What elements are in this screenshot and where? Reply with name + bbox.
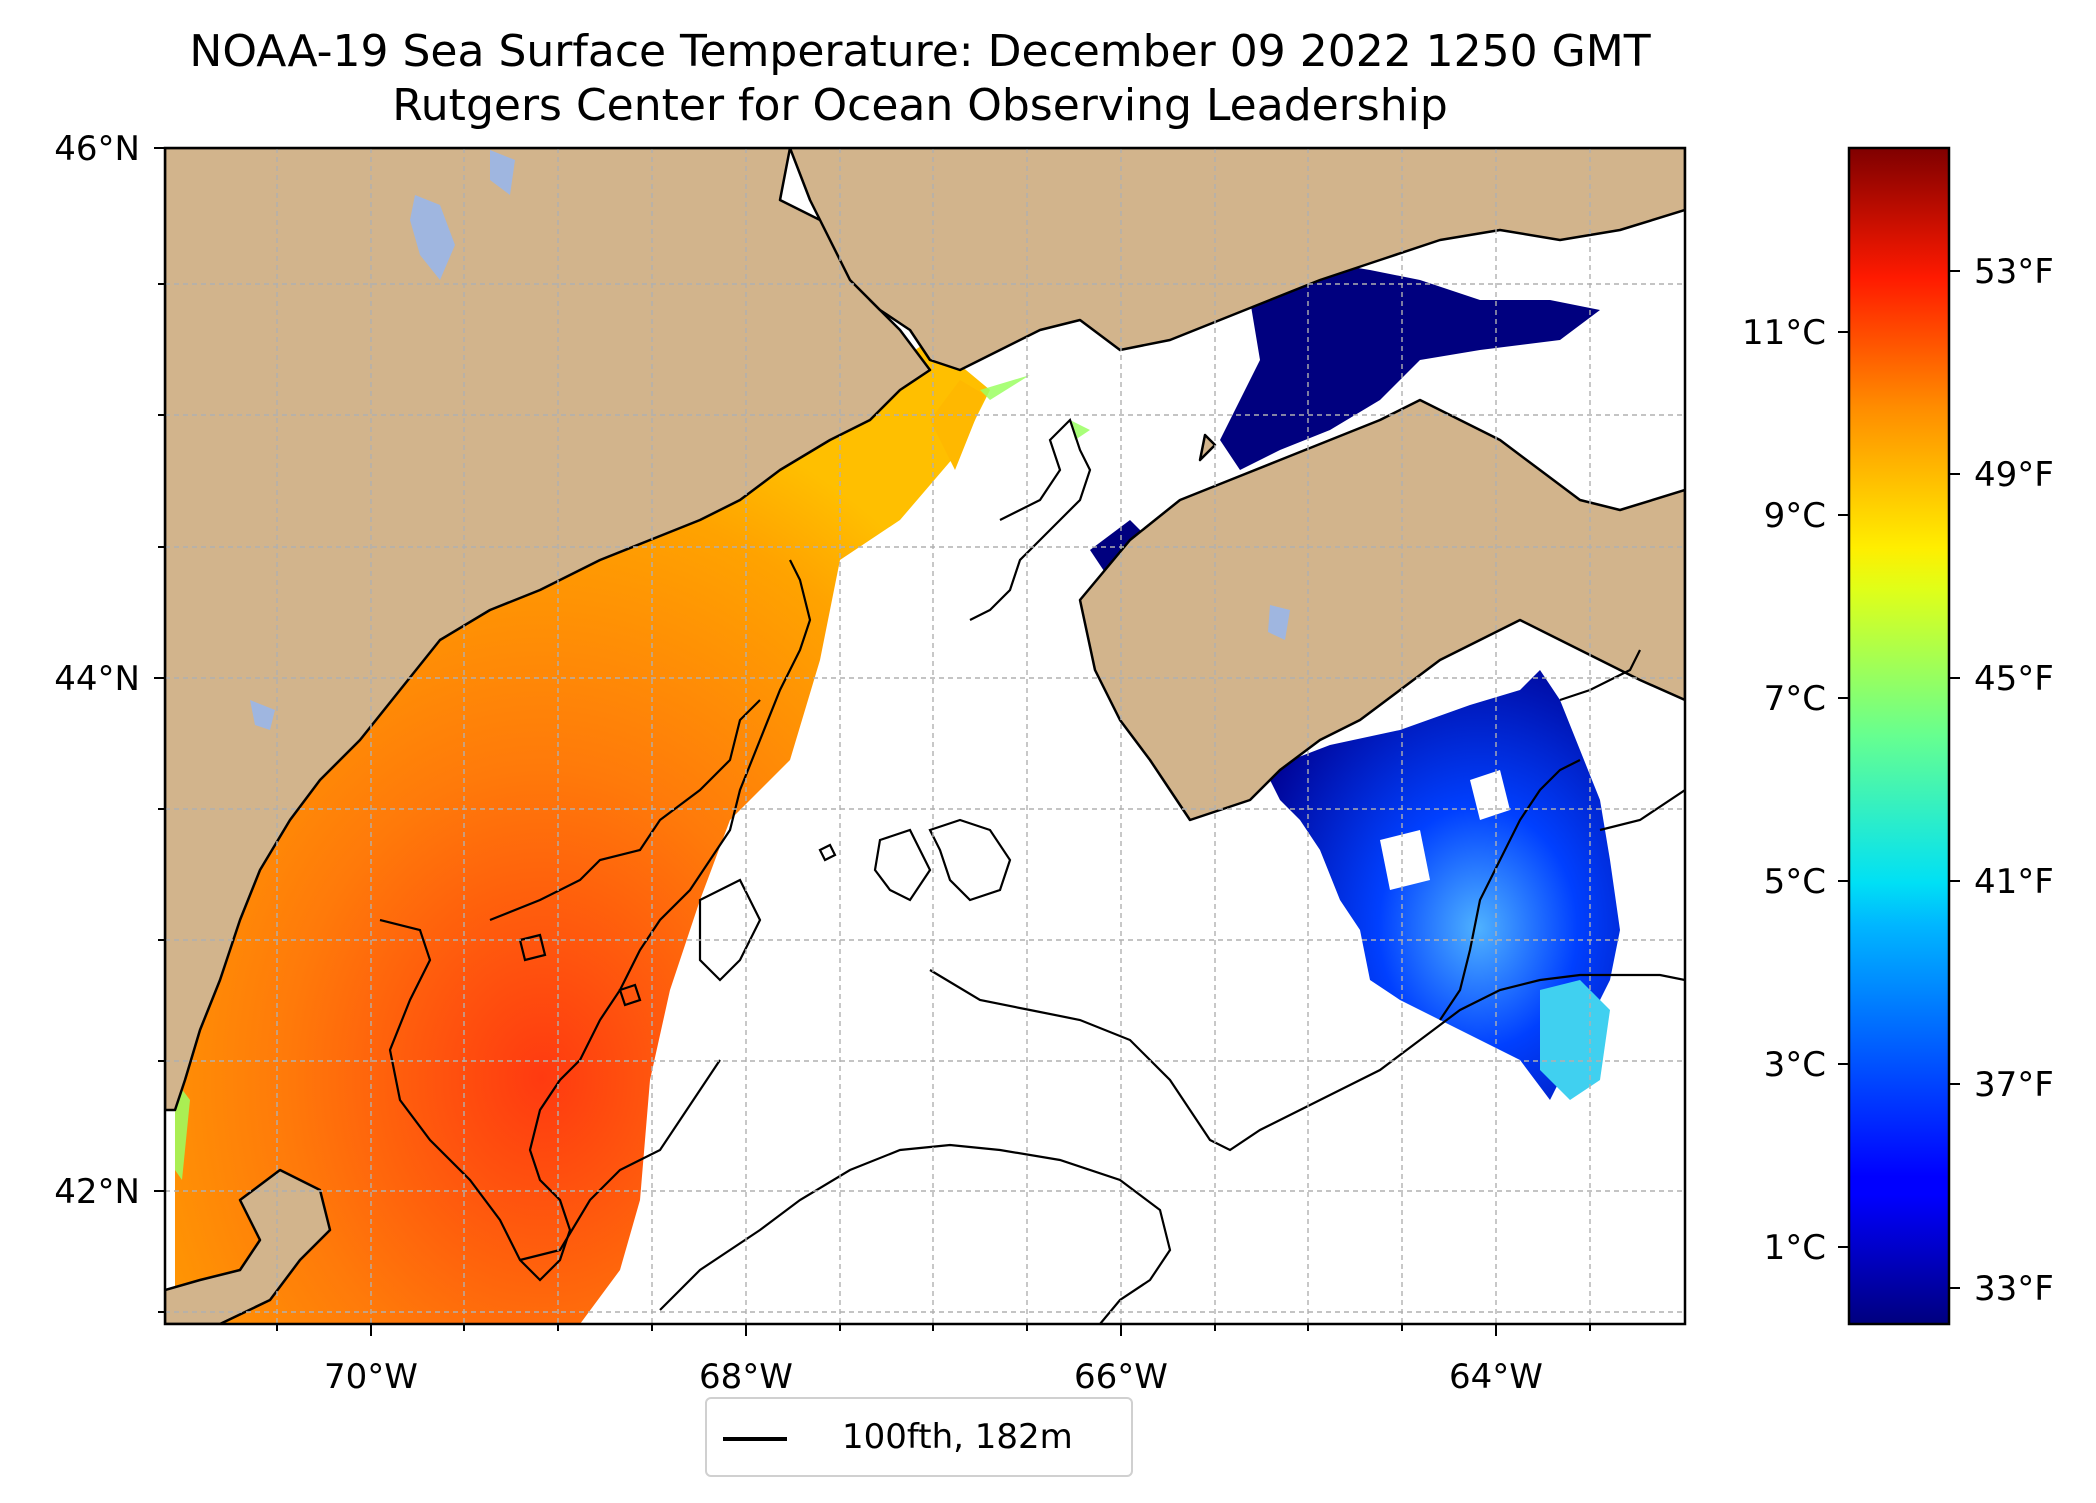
lat-label-46n: 46°N	[54, 129, 140, 169]
lat-label-42n: 42°N	[54, 1172, 140, 1212]
lakes	[250, 150, 1290, 730]
colorbar	[1847, 146, 1951, 1326]
gridlines	[165, 148, 1685, 1324]
lon-label-68w: 68°W	[699, 1357, 793, 1397]
lon-label-64w: 64°W	[1449, 1357, 1543, 1397]
lon-label-70w: 70°W	[324, 1357, 418, 1397]
colorbar-label-33f: 33°F	[1974, 1269, 2054, 1309]
bathymetry-contours	[379, 417, 1685, 1324]
colorbar-label-1c: 1°C	[1764, 1228, 1826, 1268]
colorbar-label-37f: 37°F	[1974, 1065, 2054, 1105]
colorbar-label-53f: 53°F	[1974, 252, 2054, 292]
sst-cold-field	[1265, 670, 1620, 1100]
map-frame	[163, 146, 1687, 1326]
colorbar-label-9c: 9°C	[1764, 496, 1826, 536]
chart-title: NOAA-19 Sea Surface Temperature: Decembe…	[189, 26, 1651, 77]
axis-ticks	[154, 147, 1591, 1336]
colorbar-label-49f: 49°F	[1974, 455, 2054, 495]
chart-subtitle: Rutgers Center for Ocean Observing Leade…	[392, 80, 1448, 131]
colorbar-label-3c: 3°C	[1764, 1045, 1826, 1085]
colorbar-label-41f: 41°F	[1974, 862, 2054, 902]
colorbar-label-7c: 7°C	[1764, 679, 1826, 719]
lat-label-44n: 44°N	[54, 659, 140, 699]
legend-label: 100fth, 182m	[842, 1417, 1073, 1457]
legend-line-swatch	[723, 1437, 787, 1441]
colorbar-ticks	[1838, 270, 1960, 1289]
land	[165, 148, 1685, 1324]
colorbar-label-45f: 45°F	[1974, 659, 2054, 699]
colorbar-label-5c: 5°C	[1764, 862, 1826, 902]
colorbar-label-11c: 11°C	[1742, 313, 1826, 353]
legend: 100fth, 182m	[705, 1397, 1133, 1477]
lon-label-66w: 66°W	[1074, 1357, 1168, 1397]
